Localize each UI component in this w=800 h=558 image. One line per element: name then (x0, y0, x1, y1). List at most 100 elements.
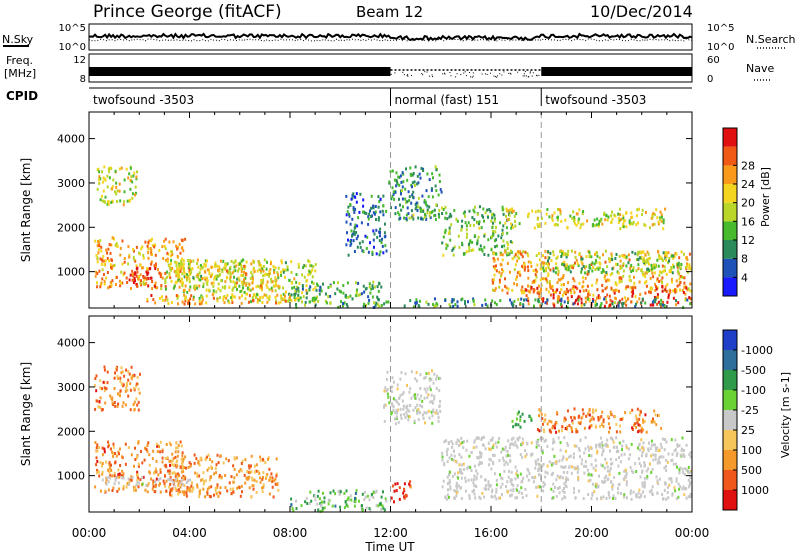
data-cell (609, 410, 612, 414)
data-cell (156, 268, 159, 271)
data-cell (403, 304, 406, 308)
data-cell (544, 221, 547, 225)
data-cell (109, 447, 112, 451)
data-cell (209, 457, 211, 461)
data-cell (348, 212, 351, 216)
data-cell (619, 417, 622, 421)
data-cell (504, 248, 506, 252)
data-cell (635, 302, 637, 306)
data-cell (441, 455, 444, 459)
data-cell (266, 285, 269, 289)
data-cell (202, 487, 205, 491)
data-cell (414, 396, 417, 400)
data-cell (105, 276, 108, 280)
data-cell (689, 455, 692, 459)
data-cell (146, 298, 149, 301)
data-cell (301, 284, 304, 287)
data-cell (236, 288, 238, 291)
data-cell (468, 454, 471, 458)
data-cell (645, 280, 648, 283)
data-cell (550, 473, 553, 477)
data-cell (216, 485, 219, 489)
data-cell (383, 231, 386, 235)
data-cell (303, 264, 306, 268)
data-cell (474, 496, 477, 500)
colorbar-swatch (723, 350, 737, 370)
data-cell (189, 462, 192, 466)
data-cell (178, 266, 180, 270)
data-cell (178, 285, 181, 289)
data-cell (181, 300, 184, 304)
data-cell (595, 482, 598, 486)
data-cell (447, 442, 450, 446)
data-cell (602, 495, 605, 499)
colorbar-tick-label: 4 (741, 271, 748, 284)
data-cell (108, 470, 111, 474)
data-cell (395, 417, 398, 420)
frequency-dot (469, 71, 471, 73)
data-cell (488, 457, 491, 461)
data-cell (644, 413, 647, 417)
data-cell (658, 280, 660, 283)
data-cell (122, 484, 125, 488)
data-cell (152, 482, 155, 486)
data-cell (555, 262, 558, 266)
data-cell (485, 487, 488, 491)
data-cell (588, 250, 591, 254)
data-cell (470, 469, 473, 472)
data-cell (176, 247, 179, 251)
data-cell (470, 451, 473, 454)
data-cell (262, 483, 265, 487)
data-cell (653, 298, 656, 302)
data-cell (382, 506, 385, 510)
data-cell (610, 436, 613, 440)
data-cell (218, 474, 221, 477)
data-cell (595, 445, 598, 449)
data-cell (685, 487, 688, 491)
data-cell (237, 267, 240, 271)
data-cell (548, 419, 551, 423)
data-cell (567, 249, 570, 253)
data-cell (320, 289, 323, 293)
data-cell (185, 491, 188, 495)
data-cell (546, 298, 549, 302)
data-cell (668, 477, 671, 481)
data-cell (631, 426, 634, 430)
data-cell (239, 290, 242, 293)
data-cell (118, 452, 120, 456)
data-cell (601, 450, 604, 453)
data-cell (148, 471, 151, 475)
data-cell (467, 300, 469, 304)
data-cell (226, 275, 229, 279)
data-cell (636, 421, 639, 425)
data-cell (614, 282, 617, 286)
data-cell (275, 474, 278, 478)
data-cell (173, 471, 176, 475)
data-cell (514, 224, 517, 228)
data-cell (228, 285, 231, 289)
data-cell (256, 269, 259, 273)
data-cell (347, 238, 349, 242)
data-cell (615, 458, 618, 462)
data-cell (637, 446, 639, 450)
data-cell (612, 483, 615, 487)
data-cell (535, 254, 538, 258)
data-cell (556, 486, 559, 490)
data-cell (665, 440, 668, 444)
data-cell (651, 223, 654, 227)
data-cell (558, 486, 561, 490)
data-cell (410, 201, 413, 205)
data-cell (584, 276, 587, 280)
data-cell (521, 285, 524, 289)
data-cell (574, 250, 577, 254)
data-cell (607, 215, 610, 219)
data-cell (430, 187, 433, 191)
data-cell (208, 288, 210, 292)
data-cell (610, 480, 613, 484)
data-cell (172, 457, 175, 460)
data-cell (99, 396, 102, 400)
data-cell (627, 297, 630, 301)
data-cell (637, 221, 639, 225)
data-cell (395, 489, 398, 493)
data-cell (126, 281, 129, 284)
